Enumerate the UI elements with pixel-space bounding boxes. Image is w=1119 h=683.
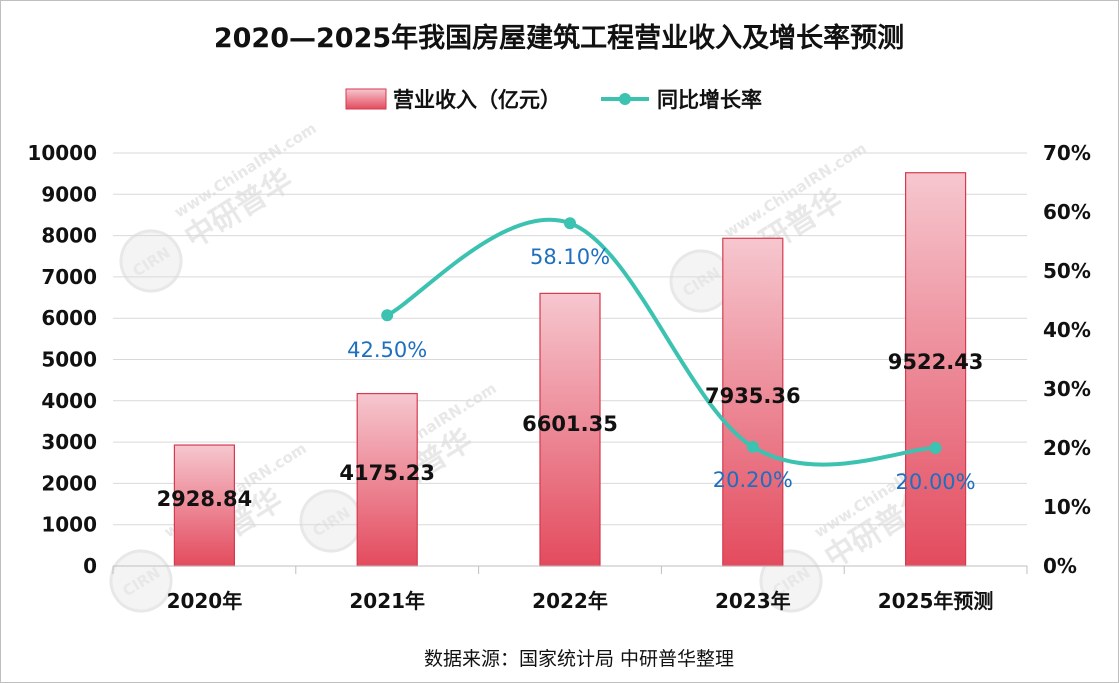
x-tick-label: 2021年 [349, 589, 425, 613]
y-left-tick-label: 10000 [27, 141, 97, 165]
y-right-tick-label: 30% [1043, 377, 1091, 401]
revenue-data-label: 7935.36 [705, 384, 801, 408]
y-left-tick-label: 5000 [41, 348, 97, 372]
legend-bar-label: 营业收入（亿元） [393, 88, 561, 112]
y-left-tick-label: 3000 [41, 430, 97, 454]
revenue-data-label: 4175.23 [339, 461, 435, 485]
x-tick-label: 2020年 [167, 589, 243, 613]
y-right-tick-label: 0% [1043, 554, 1077, 578]
y-right-tick-label: 20% [1043, 436, 1091, 460]
y-axis-left: 0 1000 2000 3000 4000 5000 6000 7000 8000 9000 100… [27, 141, 97, 578]
y-left-tick-label: 1000 [41, 513, 97, 537]
y-left-tick-label: 6000 [41, 306, 97, 330]
y-right-tick-label: 10% [1043, 495, 1091, 519]
x-tick-label: 2022年 [532, 589, 608, 613]
watermark-logo-circle [299, 489, 363, 553]
chart-title: 2020—2025年我国房屋建筑工程营业收入及增长率预测 [214, 22, 904, 54]
growth-rate-point [746, 440, 759, 453]
growth-rate-data-label: 20.20% [713, 468, 793, 492]
growth-rate-point [381, 309, 394, 322]
x-axis: 2020年 2021年 2022年 2023年 2025年预测 [112, 565, 1028, 613]
x-tick-label: 2025年预测 [878, 589, 994, 613]
y-left-tick-label: 0 [83, 554, 97, 578]
growth-rate-data-label: 20.00% [896, 470, 976, 494]
growth-rate-data-label: 42.50% [347, 338, 427, 362]
y-left-tick-label: 8000 [41, 224, 97, 248]
revenue-bar [539, 292, 601, 567]
growth-rate-point [564, 217, 576, 230]
growth-rate-line [381, 217, 942, 467]
y-left-tick-label: 7000 [41, 265, 97, 289]
y-right-tick-label: 60% [1043, 200, 1091, 224]
y-right-tick-label: 70% [1043, 141, 1091, 165]
legend-bar-swatch [345, 88, 387, 110]
growth-rate-data-label: 58.10% [530, 245, 610, 269]
revenue-data-label: 9522.43 [888, 350, 984, 374]
y-axis-right: 0% 10% 20% 30% 40% 50% 60% 70% [1043, 141, 1091, 578]
growth-rate-point [929, 442, 942, 454]
x-tick-label: 2023年 [715, 589, 791, 613]
y-right-tick-label: 40% [1043, 318, 1091, 342]
y-left-tick-label: 9000 [41, 182, 97, 206]
legend: 营业收入（亿元） 同比增长率 [345, 88, 762, 112]
revenue-bar [173, 444, 235, 567]
revenue-data-label: 2928.84 [157, 487, 253, 511]
legend-line-marker [619, 93, 631, 105]
revenue-bar [722, 237, 784, 567]
y-left-tick-label: 2000 [41, 471, 97, 495]
y-right-tick-label: 50% [1043, 259, 1091, 283]
legend-line-label: 同比增长率 [657, 88, 762, 112]
source-note: 数据来源：国家统计局 中研普华整理 [424, 648, 734, 670]
revenue-data-label: 6601.35 [522, 412, 618, 436]
growth-rate-path [386, 217, 936, 467]
bars [173, 172, 967, 567]
data-labels: 2928.84 4175.23 6601.35 7935.36 9522.43 42.50… [157, 245, 984, 511]
y-left-tick-label: 4000 [41, 389, 97, 413]
revenue-bar [356, 392, 418, 567]
revenue-bar [904, 172, 967, 567]
